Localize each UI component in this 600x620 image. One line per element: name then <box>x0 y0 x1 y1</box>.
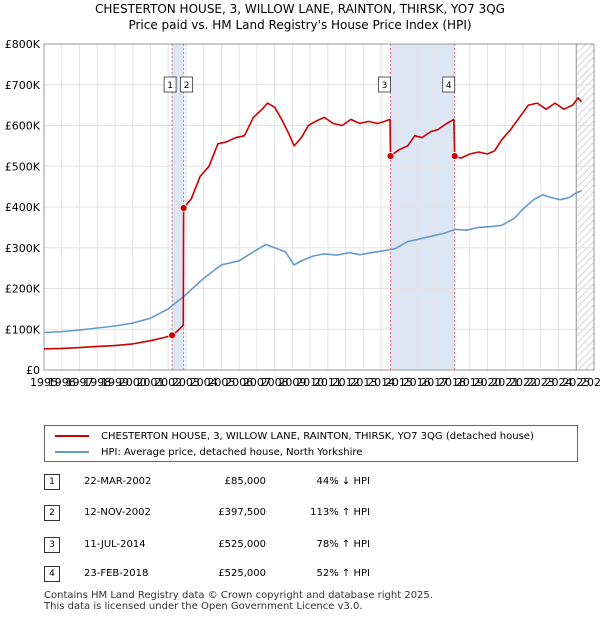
x-tick-label: 2024 <box>545 376 573 389</box>
transaction-price: £85,000 <box>224 476 266 487</box>
sale-point <box>179 204 188 212</box>
sale-point <box>386 152 395 160</box>
transaction-hpi: 44% ↓ HPI <box>316 476 370 487</box>
x-tick-label: 2002 <box>154 376 182 389</box>
transaction-hpi: 113% ↑ HPI <box>310 507 370 518</box>
footer-licence: This data is licensed under the Open Gov… <box>44 601 363 612</box>
transaction-date: 12-NOV-2002 <box>84 507 151 518</box>
x-tick-label: 1998 <box>83 376 111 389</box>
transaction-row: 1 22-MAR-2002 £85,000 44% ↓ HPI <box>0 474 600 492</box>
legend-label-property: CHESTERTON HOUSE, 3, WILLOW LANE, RAINTO… <box>101 430 534 442</box>
x-tick-label: 2009 <box>278 376 306 389</box>
x-tick-label: 2006 <box>225 376 253 389</box>
transaction-hpi: 52% ↑ HPI <box>316 568 370 579</box>
chart-title: CHESTERTON HOUSE, 3, WILLOW LANE, RAINTO… <box>95 2 505 16</box>
footer-copyright: Contains HM Land Registry data © Crown c… <box>44 590 433 601</box>
marker-label-box <box>442 76 456 93</box>
series-line-hpi <box>43 189 582 334</box>
transaction-row: 4 23-FEB-2018 £525,000 52% ↑ HPI <box>0 566 600 584</box>
chart-subtitle: Price paid vs. HM Land Registry's House … <box>128 18 472 32</box>
x-tick-label: 1997 <box>65 376 93 389</box>
x-tick-label: 2004 <box>190 376 218 389</box>
transaction-price: £525,000 <box>218 568 266 579</box>
x-tick-label: 2016 <box>403 376 431 389</box>
marker-label: 2 <box>184 81 190 91</box>
marker-label: 1 <box>167 81 173 91</box>
transaction-hpi: 78% ↑ HPI <box>316 539 370 550</box>
transaction-number: 4 <box>44 566 60 582</box>
x-tick-label: 2000 <box>119 376 147 389</box>
x-tick-label: 2013 <box>349 376 377 389</box>
y-tick-label: £400K <box>5 201 41 214</box>
x-tick-label: 2003 <box>172 376 200 389</box>
chart-area: 1 2 3 4 £0 £100K £200K £300K £400K £500K £600K £700… <box>5 38 600 389</box>
x-tick-label: 2005 <box>207 376 235 389</box>
y-tick-label: £700K <box>5 79 41 92</box>
y-tick-label: £300K <box>5 242 41 255</box>
x-tick-label: 2019 <box>456 376 484 389</box>
transaction-price: £397,500 <box>218 507 266 518</box>
marker-label-box <box>378 76 391 93</box>
sale-point <box>168 331 176 340</box>
x-tick-label: 2017 <box>420 376 448 389</box>
x-tick-label: 2023 <box>527 376 555 389</box>
x-tick-label: 2001 <box>136 376 164 389</box>
transaction-date: 22-MAR-2002 <box>84 476 152 487</box>
marker-label-box <box>163 76 177 93</box>
y-tick-label: £0 <box>26 364 40 377</box>
legend-item-hpi: HPI: Average price, detached house, Nort… <box>55 445 362 459</box>
series-line-property <box>43 97 583 350</box>
y-tick-label: £800K <box>5 38 41 51</box>
x-tick-label: 2020 <box>474 376 502 389</box>
y-tick-label: £600K <box>5 120 41 133</box>
x-tick-label: 2018 <box>438 376 466 389</box>
footer: Contains HM Land Registry data © Crown c… <box>44 590 433 612</box>
y-tick-label: £100K <box>5 323 41 336</box>
legend-swatch-hpi <box>55 451 89 453</box>
x-tick-label: 2014 <box>367 376 395 389</box>
plot-frame <box>43 43 595 371</box>
x-tick-label: 2021 <box>491 376 519 389</box>
x-tick-label: 2011 <box>314 376 342 389</box>
transaction-number: 1 <box>44 474 60 490</box>
transaction-date: 23-FEB-2018 <box>84 568 149 579</box>
transaction-number: 3 <box>44 537 60 553</box>
marker-label-box <box>180 76 194 93</box>
x-tick-label: 1999 <box>101 376 129 389</box>
legend-item-property: CHESTERTON HOUSE, 3, WILLOW LANE, RAINTO… <box>55 429 534 443</box>
transaction-row: 3 11-JUL-2014 £525,000 78% ↑ HPI <box>0 537 600 555</box>
y-tick-label: £200K <box>5 283 41 296</box>
x-tick-label: 2008 <box>261 376 289 389</box>
x-tick-label: 2015 <box>385 376 413 389</box>
x-tick-label: 2007 <box>243 376 271 389</box>
legend-swatch-property <box>55 435 89 437</box>
legend-label-hpi: HPI: Average price, detached house, Nort… <box>101 446 363 458</box>
x-tick-label: 2025 <box>562 376 590 389</box>
x-tick-label: 1995 <box>30 376 58 389</box>
marker-label: 3 <box>382 81 388 91</box>
transaction-number: 2 <box>44 505 60 521</box>
legend: CHESTERTON HOUSE, 3, WILLOW LANE, RAINTO… <box>44 425 578 462</box>
transaction-price: £525,000 <box>218 539 266 550</box>
x-tick-label: 2026 <box>580 376 600 389</box>
marker-label: 4 <box>446 81 452 91</box>
transaction-row: 2 12-NOV-2002 £397,500 113% ↑ HPI <box>0 505 600 523</box>
y-tick-label: £500K <box>5 160 41 173</box>
x-tick-label: 2012 <box>332 376 360 389</box>
sale-point <box>450 152 459 160</box>
x-tick-label: 2022 <box>509 376 537 389</box>
x-tick-label: 1996 <box>48 376 76 389</box>
transaction-date: 11-JUL-2014 <box>84 539 146 550</box>
x-tick-label: 2010 <box>296 376 324 389</box>
